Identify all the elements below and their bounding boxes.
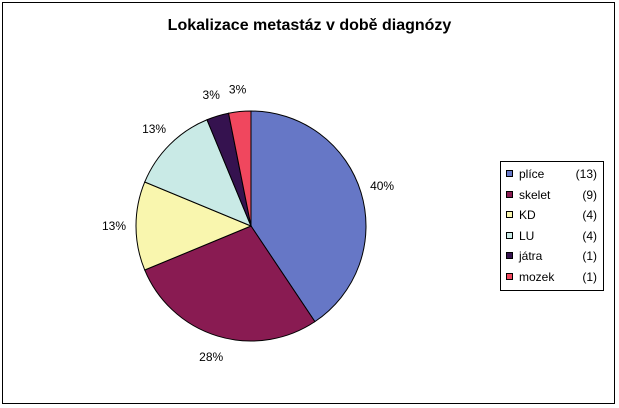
legend-swatch xyxy=(506,231,513,239)
chart-title: Lokalizace metastáz v době diagnózy xyxy=(167,17,452,34)
legend-count: (4) xyxy=(582,228,597,243)
legend-swatch xyxy=(506,170,513,177)
slice-label-4: 3% xyxy=(203,88,221,102)
legend-label: skelet xyxy=(519,187,551,202)
legend-count: (4) xyxy=(582,208,597,222)
pie-slice-1 xyxy=(144,225,316,342)
legend-swatch xyxy=(506,211,513,218)
legend-count: (13) xyxy=(575,167,597,181)
legend-label: KD xyxy=(519,208,536,222)
legend-item-5: mozek (1) xyxy=(501,269,603,285)
pie-slice-2 xyxy=(135,181,253,271)
slice-label-3: 13% xyxy=(142,122,166,136)
legend-item-3: LU (4) xyxy=(501,228,603,244)
slice-label-1: 28% xyxy=(199,350,223,364)
legend-swatch xyxy=(506,190,513,198)
legend-item-1: skelet (9) xyxy=(501,187,603,203)
legend-label: mozek xyxy=(519,269,555,284)
legend-count: (1) xyxy=(582,249,597,263)
legend-swatch xyxy=(506,272,513,280)
pie-slice-5 xyxy=(227,110,252,227)
legend-label: plíce xyxy=(519,167,545,181)
legend-swatch xyxy=(506,252,513,259)
chart-legend: plíce (13) skelet (9) KD (4) LU (4) játra (1) moze… xyxy=(500,161,604,291)
legend-count: (1) xyxy=(582,269,597,284)
legend-label: LU xyxy=(519,228,535,243)
legend-item-4: játra (1) xyxy=(501,248,603,264)
legend-item-2: KD (4) xyxy=(501,207,603,223)
legend-label: játra xyxy=(519,249,543,263)
slice-label-5: 3% xyxy=(229,83,247,97)
pie-slice-3 xyxy=(144,119,252,227)
legend-count: (9) xyxy=(582,187,597,202)
slice-label-2: 13% xyxy=(102,219,126,233)
legend-item-0: plíce (13) xyxy=(501,166,603,182)
slice-label-0: 40% xyxy=(370,179,394,193)
